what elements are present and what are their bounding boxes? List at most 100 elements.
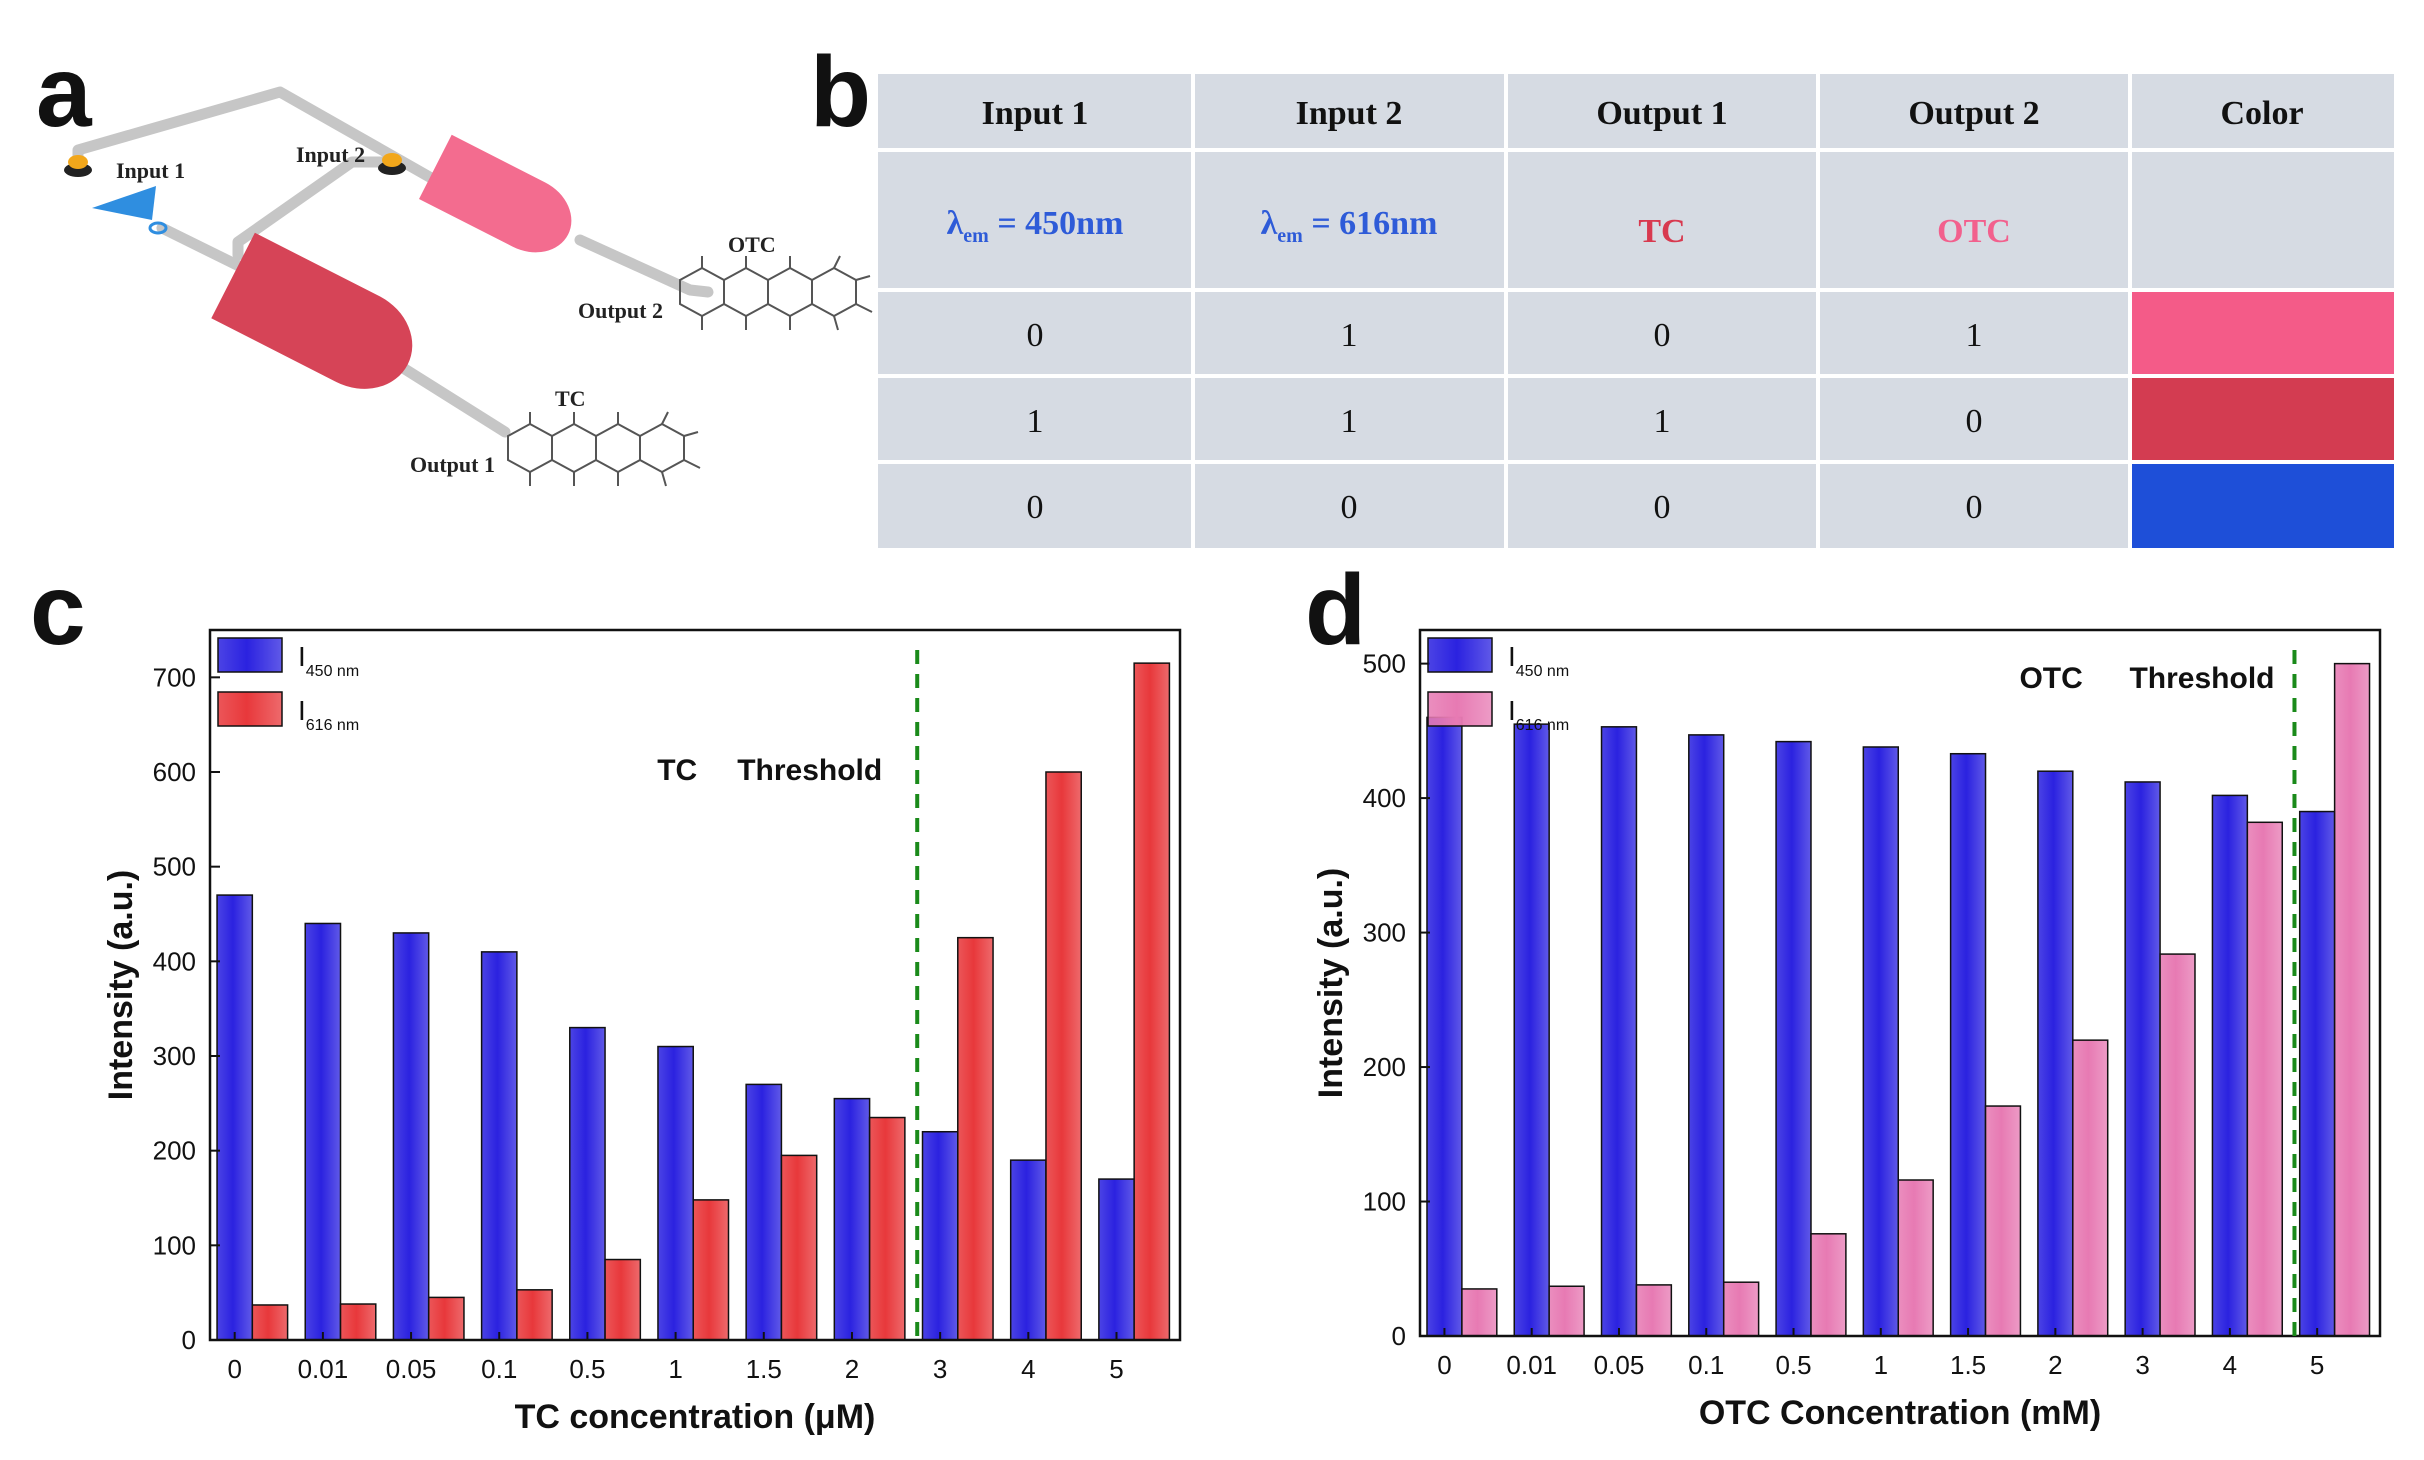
bar-d-series2-2 — [1635, 1284, 1673, 1337]
input1-switch-ring-icon — [148, 221, 168, 235]
row1-output2: 1 — [1966, 317, 1983, 354]
bar-c-series2-2 — [427, 1296, 465, 1341]
ytick-label-c-600: 600 — [153, 757, 196, 787]
header-input2: Input 2 — [1296, 95, 1403, 132]
output1-label: Output 1 — [410, 452, 495, 477]
and-gate-body — [211, 232, 413, 389]
xtick-label-d-5: 1 — [1874, 1350, 1888, 1380]
ytick-label-d-100: 100 — [1363, 1187, 1406, 1217]
row1-input2: 1 — [1341, 317, 1358, 354]
xtick-label-d-6: 1.5 — [1950, 1350, 1986, 1380]
xtick-label-c-4: 0.5 — [569, 1354, 605, 1384]
header-input1: Input 1 — [982, 95, 1089, 132]
xtick-label-d-0: 0 — [1437, 1350, 1451, 1380]
input1-switch-icon — [64, 155, 92, 177]
wire-input2 — [232, 156, 398, 261]
color-swatch-row-3 — [2132, 464, 2394, 548]
bar-c-series1-3 — [480, 951, 518, 1341]
bar-c-series1-6 — [745, 1083, 783, 1341]
bar-d-series1-0 — [1426, 716, 1463, 1337]
bar-d-series1-5 — [1862, 746, 1900, 1337]
row3-output1: 0 — [1654, 489, 1671, 526]
chart-tc-intensity: 0 100 200 300 400 500 600 700 0 0.01 0.05 0.1 0.5 1 1.… — [102, 628, 1182, 1436]
condition-input2: λem = 616nm — [1261, 205, 1438, 247]
legend-swatch-d-1 — [1427, 691, 1493, 727]
bar-c-series2-8 — [957, 936, 994, 1341]
bar-d-series2-4 — [1810, 1233, 1847, 1337]
ytick-label-c-300: 300 — [153, 1041, 196, 1071]
bar-d-series2-8 — [2159, 953, 2196, 1337]
legend-label-c-0: I450 nm — [298, 641, 359, 680]
ytick-label-d-400: 400 — [1363, 783, 1406, 813]
tc-label: TC — [555, 386, 586, 411]
ylabel-d: Intensity (a.u.) — [1312, 868, 1350, 1098]
otc-label: OTC — [728, 232, 776, 257]
ytick-label-d-200: 200 — [1363, 1052, 1406, 1082]
bar-c-series1-1 — [304, 922, 342, 1341]
header-output1: Output 1 — [1596, 95, 1727, 132]
bar-c-series1-9 — [1009, 1159, 1047, 1341]
panel-c-label: c — [30, 554, 86, 666]
ytick-label-d-300: 300 — [1363, 918, 1406, 948]
row2-output2: 0 — [1966, 403, 1983, 440]
header-color: Color — [2220, 95, 2303, 132]
row2-input2: 1 — [1341, 403, 1358, 440]
bar-c-series2-9 — [1045, 771, 1082, 1341]
xtick-label-c-7: 2 — [845, 1354, 859, 1384]
bar-d-series1-3 — [1688, 734, 1725, 1337]
xlabel-c: TC concentration (μM) — [515, 1398, 876, 1436]
bar-d-series2-1 — [1548, 1285, 1585, 1337]
color-swatch-row-2 — [2132, 378, 2394, 460]
bar-d-series2-7 — [2072, 1039, 2109, 1337]
bar-d-series2-9 — [2246, 821, 2284, 1337]
ytick-label-c-500: 500 — [153, 852, 196, 882]
xtick-label-d-9: 4 — [2223, 1350, 2237, 1380]
or-gate-body — [419, 134, 572, 253]
annotation-otc-threshold: Threshold — [2129, 662, 2274, 695]
xtick-label-d-7: 2 — [2048, 1350, 2062, 1380]
ytick-label-c-400: 400 — [153, 946, 196, 976]
legend-label-d-0: I450 nm — [1508, 641, 1569, 680]
circuit-wires — [72, 86, 714, 438]
xtick-label-d-8: 3 — [2135, 1350, 2149, 1380]
xtick-label-c-6: 1.5 — [746, 1354, 782, 1384]
bar-c-series1-8 — [921, 1130, 959, 1341]
bar-d-series2-6 — [1984, 1105, 2022, 1337]
xtick-label-c-8: 3 — [933, 1354, 947, 1384]
bar-c-series2-3 — [516, 1289, 553, 1341]
xlabel-d: OTC Concentration (mM) — [1699, 1394, 2101, 1432]
bar-c-series1-2 — [392, 932, 430, 1341]
xtick-label-d-2: 0.05 — [1594, 1350, 1645, 1380]
annotation-tc-name: TC — [657, 754, 697, 787]
xtick-label-d-10: 5 — [2310, 1350, 2324, 1380]
condition-output2: OTC — [1937, 213, 2011, 250]
bar-d-series2-5 — [1897, 1179, 1934, 1337]
panel-b-label: b — [810, 36, 872, 148]
bar-c-series2-4 — [604, 1258, 642, 1341]
annotation-otc-name: OTC — [2019, 662, 2082, 695]
bar-d-series1-6 — [1949, 752, 1987, 1337]
legend-label-c-1: I616 nm — [298, 695, 359, 734]
output2-label: Output 2 — [578, 298, 663, 323]
bar-d-series1-8 — [2124, 781, 2161, 1337]
bar-c-series2-1 — [339, 1303, 377, 1341]
color-swatch-row-1 — [2132, 292, 2394, 374]
bar-d-series1-7 — [2037, 770, 2074, 1337]
truth-table: Input 1 Input 2 Output 1 Output 2 Color … — [878, 74, 2394, 548]
wire-output1 — [394, 360, 511, 438]
ylabel-c: Intensity (a.u.) — [102, 870, 140, 1100]
legend-swatch-c-1 — [217, 691, 283, 727]
xtick-label-c-1: 0.01 — [298, 1354, 349, 1384]
and-gate — [211, 232, 413, 389]
bar-c-series2-0 — [251, 1304, 289, 1341]
ytick-label-d-500: 500 — [1363, 649, 1406, 679]
row1-output1: 0 — [1654, 317, 1671, 354]
ytick-label-c-100: 100 — [153, 1230, 196, 1260]
xtick-label-c-9: 4 — [1021, 1354, 1035, 1384]
bar-d-series1-9 — [2211, 794, 2249, 1337]
bar-d-series2-0 — [1461, 1288, 1498, 1337]
xtick-label-d-3: 0.1 — [1688, 1350, 1724, 1380]
chart-otc-intensity: 0 100 200 300 400 500 0 0.01 0.05 0.1 0.5 1 1.5 2 3 4 5 O… — [1312, 628, 2382, 1432]
xtick-label-d-1: 0.01 — [1506, 1350, 1557, 1380]
row2-output1: 1 — [1654, 403, 1671, 440]
